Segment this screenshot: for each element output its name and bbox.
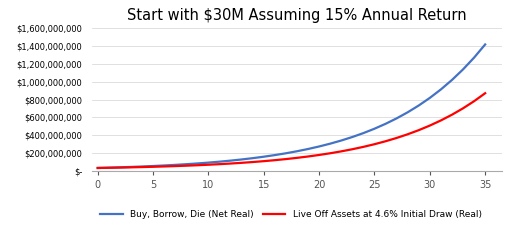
Live Off Assets at 4.6% Initial Draw (Real) — [404, 133, 411, 136]
Live Off Assets at 4.6% Initial Draw (Real) — [394, 137, 400, 139]
Buy, Borrow, Die (Net Real) — [371, 127, 377, 130]
Live Off Assets at 4.6% Initial Draw (Real) — [250, 161, 256, 164]
Line: Live Off Assets at 4.6% Initial Draw (Real): Live Off Assets at 4.6% Initial Draw (Re… — [98, 93, 485, 168]
Live Off Assets at 4.6% Initial Draw (Real) — [183, 164, 189, 167]
Live Off Assets at 4.6% Initial Draw (Real) — [305, 155, 311, 158]
Live Off Assets at 4.6% Initial Draw (Real) — [471, 100, 477, 103]
Buy, Borrow, Die (Net Real) — [294, 150, 300, 153]
Buy, Borrow, Die (Net Real) — [283, 152, 289, 155]
Buy, Borrow, Die (Net Real) — [349, 136, 355, 138]
Live Off Assets at 4.6% Initial Draw (Real) — [338, 150, 344, 153]
Buy, Borrow, Die (Net Real) — [382, 123, 389, 125]
Buy, Borrow, Die (Net Real) — [360, 132, 367, 135]
Line: Buy, Borrow, Die (Net Real): Buy, Borrow, Die (Net Real) — [98, 45, 485, 168]
Buy, Borrow, Die (Net Real) — [217, 160, 223, 163]
Live Off Assets at 4.6% Initial Draw (Real) — [105, 166, 112, 169]
Live Off Assets at 4.6% Initial Draw (Real) — [416, 129, 422, 132]
Live Off Assets at 4.6% Initial Draw (Real) — [172, 165, 178, 168]
Buy, Borrow, Die (Net Real) — [471, 56, 477, 59]
Live Off Assets at 4.6% Initial Draw (Real) — [194, 164, 200, 167]
Live Off Assets at 4.6% Initial Draw (Real) — [371, 143, 377, 146]
Buy, Borrow, Die (Net Real) — [272, 154, 278, 156]
Live Off Assets at 4.6% Initial Draw (Real) — [217, 163, 223, 166]
Buy, Borrow, Die (Net Real) — [194, 162, 200, 165]
Live Off Assets at 4.6% Initial Draw (Real) — [272, 159, 278, 162]
Live Off Assets at 4.6% Initial Draw (Real) — [117, 166, 123, 169]
Buy, Borrow, Die (Net Real) — [117, 166, 123, 169]
Live Off Assets at 4.6% Initial Draw (Real) — [294, 156, 300, 159]
Buy, Borrow, Die (Net Real) — [250, 157, 256, 160]
Live Off Assets at 4.6% Initial Draw (Real) — [128, 166, 134, 169]
Buy, Borrow, Die (Net Real) — [261, 155, 267, 158]
Live Off Assets at 4.6% Initial Draw (Real) — [360, 146, 367, 148]
Buy, Borrow, Die (Net Real) — [239, 158, 245, 161]
Live Off Assets at 4.6% Initial Draw (Real) — [426, 124, 433, 127]
Buy, Borrow, Die (Net Real) — [128, 165, 134, 168]
Buy, Borrow, Die (Net Real) — [205, 161, 211, 164]
Buy, Borrow, Die (Net Real) — [95, 167, 101, 169]
Buy, Borrow, Die (Net Real) — [482, 43, 488, 46]
Buy, Borrow, Die (Net Real) — [338, 139, 344, 142]
Live Off Assets at 4.6% Initial Draw (Real) — [95, 167, 101, 169]
Live Off Assets at 4.6% Initial Draw (Real) — [283, 158, 289, 160]
Live Off Assets at 4.6% Initial Draw (Real) — [239, 161, 245, 164]
Buy, Borrow, Die (Net Real) — [183, 163, 189, 166]
Buy, Borrow, Die (Net Real) — [394, 117, 400, 120]
Buy, Borrow, Die (Net Real) — [139, 165, 145, 168]
Live Off Assets at 4.6% Initial Draw (Real) — [227, 162, 233, 165]
Buy, Borrow, Die (Net Real) — [438, 88, 444, 91]
Buy, Borrow, Die (Net Real) — [416, 104, 422, 107]
Live Off Assets at 4.6% Initial Draw (Real) — [161, 165, 167, 168]
Live Off Assets at 4.6% Initial Draw (Real) — [316, 154, 322, 156]
Buy, Borrow, Die (Net Real) — [161, 164, 167, 167]
Buy, Borrow, Die (Net Real) — [305, 148, 311, 150]
Live Off Assets at 4.6% Initial Draw (Real) — [382, 140, 389, 143]
Buy, Borrow, Die (Net Real) — [327, 142, 333, 145]
Live Off Assets at 4.6% Initial Draw (Real) — [449, 113, 455, 116]
Buy, Borrow, Die (Net Real) — [460, 68, 466, 71]
Buy, Borrow, Die (Net Real) — [449, 78, 455, 81]
Live Off Assets at 4.6% Initial Draw (Real) — [349, 148, 355, 151]
Title: Start with $30M Assuming 15% Annual Return: Start with $30M Assuming 15% Annual Retu… — [127, 8, 467, 23]
Buy, Borrow, Die (Net Real) — [150, 164, 156, 167]
Buy, Borrow, Die (Net Real) — [426, 96, 433, 99]
Live Off Assets at 4.6% Initial Draw (Real) — [205, 163, 211, 166]
Buy, Borrow, Die (Net Real) — [316, 145, 322, 148]
Live Off Assets at 4.6% Initial Draw (Real) — [150, 165, 156, 168]
Live Off Assets at 4.6% Initial Draw (Real) — [139, 166, 145, 169]
Live Off Assets at 4.6% Initial Draw (Real) — [327, 152, 333, 155]
Buy, Borrow, Die (Net Real) — [172, 164, 178, 166]
Live Off Assets at 4.6% Initial Draw (Real) — [482, 92, 488, 95]
Buy, Borrow, Die (Net Real) — [227, 159, 233, 162]
Legend: Buy, Borrow, Die (Net Real), Live Off Assets at 4.6% Initial Draw (Real): Buy, Borrow, Die (Net Real), Live Off As… — [97, 206, 485, 223]
Live Off Assets at 4.6% Initial Draw (Real) — [261, 160, 267, 163]
Buy, Borrow, Die (Net Real) — [404, 111, 411, 114]
Live Off Assets at 4.6% Initial Draw (Real) — [460, 107, 466, 110]
Buy, Borrow, Die (Net Real) — [105, 166, 112, 169]
Live Off Assets at 4.6% Initial Draw (Real) — [438, 119, 444, 122]
